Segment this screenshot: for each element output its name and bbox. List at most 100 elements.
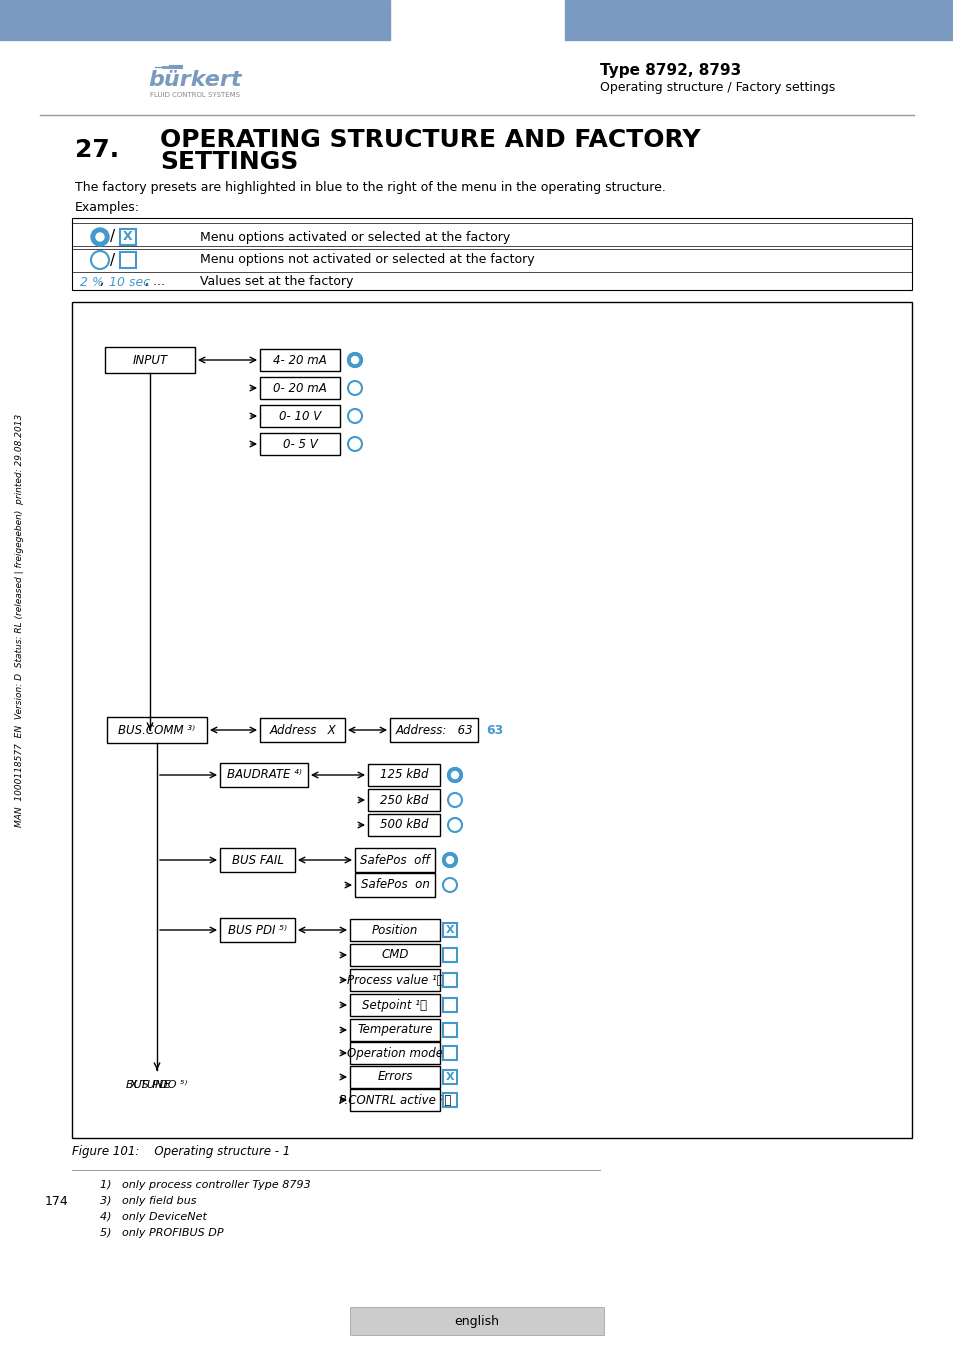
Text: 250 kBd: 250 kBd [379,794,428,806]
Text: 0- 5 V: 0- 5 V [282,437,317,451]
Circle shape [448,768,461,782]
Text: Figure 101:    Operating structure - 1: Figure 101: Operating structure - 1 [71,1145,290,1158]
Bar [442,923,456,937]
Bar [260,718,345,743]
Circle shape [451,771,458,779]
Text: bürkert: bürkert [148,70,241,90]
Circle shape [442,853,456,867]
Bar [260,433,339,455]
Text: 4)   only DeviceNet: 4) only DeviceNet [100,1212,207,1222]
Text: Setpoint ¹⧉: Setpoint ¹⧉ [362,999,427,1011]
Text: 3)   only field bus: 3) only field bus [100,1196,196,1206]
Bar [442,1071,456,1084]
Circle shape [91,228,109,246]
Text: OPERATING STRUCTURE AND FACTORY: OPERATING STRUCTURE AND FACTORY [160,128,700,153]
Bar [442,1023,456,1037]
Bar [350,1089,439,1111]
Bar [220,918,294,942]
Text: The factory presets are highlighted in blue to the right of the menu in the oper: The factory presets are highlighted in b… [75,181,665,194]
Bar [120,252,136,269]
Bar [105,347,194,373]
Text: /: / [111,252,115,267]
Text: 0- 10 V: 0- 10 V [278,409,321,423]
Text: 2 %: 2 % [80,275,104,289]
Bar [350,1019,439,1041]
Text: X: X [445,1072,454,1081]
Text: BUS.COMM ³⁾: BUS.COMM ³⁾ [118,724,195,737]
Bar [368,788,439,811]
Text: BAUDRATE ⁴⁾: BAUDRATE ⁴⁾ [227,768,301,782]
Text: BUS PDI ⁵⁾: BUS PDI ⁵⁾ [228,923,287,937]
Text: Type 8792, 8793: Type 8792, 8793 [599,62,740,77]
Text: 500 kBd: 500 kBd [379,818,428,832]
Text: BUS PDO ⁵⁾: BUS PDO ⁵⁾ [126,1080,188,1089]
Bar [442,998,456,1012]
Bar [350,1042,439,1064]
Bar [442,948,456,963]
Text: 27.: 27. [75,138,119,162]
Bar [442,973,456,987]
Text: english: english [454,1315,499,1327]
Bar [260,350,339,371]
Text: Temperature: Temperature [356,1023,433,1037]
Bar [350,1307,603,1335]
Bar [260,377,339,400]
Bar [350,969,439,991]
Bar [220,763,308,787]
Bar [71,246,911,271]
Text: Operating structure / Factory settings: Operating structure / Factory settings [599,81,835,95]
Text: Process value ¹⧉: Process value ¹⧉ [346,973,443,987]
Bar [220,848,294,872]
Text: X: X [445,925,454,936]
Text: 4- 20 mA: 4- 20 mA [273,354,327,366]
Text: Position: Position [372,923,417,937]
Text: Errors: Errors [377,1071,413,1084]
Text: INPUT: INPUT [132,354,168,366]
Text: 1)   only process controller Type 8793: 1) only process controller Type 8793 [100,1180,311,1189]
Text: 0- 20 mA: 0- 20 mA [273,382,327,394]
Text: 63: 63 [485,724,503,737]
Circle shape [96,234,104,242]
Text: /: / [111,230,115,244]
Text: ,: , [100,275,104,289]
Bar [260,405,339,427]
Text: , ...: , ... [145,275,165,289]
Circle shape [446,856,453,864]
Text: Menu options activated or selected at the factory: Menu options activated or selected at th… [200,231,510,243]
Bar [107,717,207,742]
Bar [350,1066,439,1088]
Bar [71,217,911,290]
Bar [564,0,953,40]
Bar [355,873,435,896]
Text: 5)   only PROFIBUS DP: 5) only PROFIBUS DP [100,1228,223,1238]
Bar [390,718,477,743]
Text: MAN  1000118577  EN  Version: D  Status: RL (released | freigegeben)  printed: 2: MAN 1000118577 EN Version: D Status: RL … [15,413,25,826]
Text: 125 kBd: 125 kBd [379,768,428,782]
Text: Values set at the factory: Values set at the factory [200,275,353,289]
Text: Menu options not activated or selected at the factory: Menu options not activated or selected a… [200,254,534,266]
Text: BUS FAIL: BUS FAIL [232,853,283,867]
Text: Operation mode: Operation mode [347,1046,442,1060]
Bar [355,848,435,872]
Bar [71,302,911,1138]
Bar [350,919,439,941]
Circle shape [351,356,358,363]
Bar [120,230,136,244]
Bar [0,0,390,40]
Bar [368,764,439,786]
Text: FLUID CONTROL SYSTEMS: FLUID CONTROL SYSTEMS [150,92,240,99]
Text: P.CONTRL active ¹⧉: P.CONTRL active ¹⧉ [338,1094,451,1107]
Text: 10 sec: 10 sec [105,275,150,289]
Bar [368,814,439,836]
Bar [350,994,439,1017]
Text: 174: 174 [45,1195,69,1208]
Text: SETTINGS: SETTINGS [160,150,298,174]
Circle shape [348,352,361,367]
Text: X.TUNE: X.TUNE [130,1080,171,1089]
Text: X: X [123,231,132,243]
Bar [71,223,911,248]
Text: CMD: CMD [381,949,408,961]
Bar [350,944,439,967]
Text: Address   X: Address X [269,724,335,737]
Bar [442,1046,456,1060]
